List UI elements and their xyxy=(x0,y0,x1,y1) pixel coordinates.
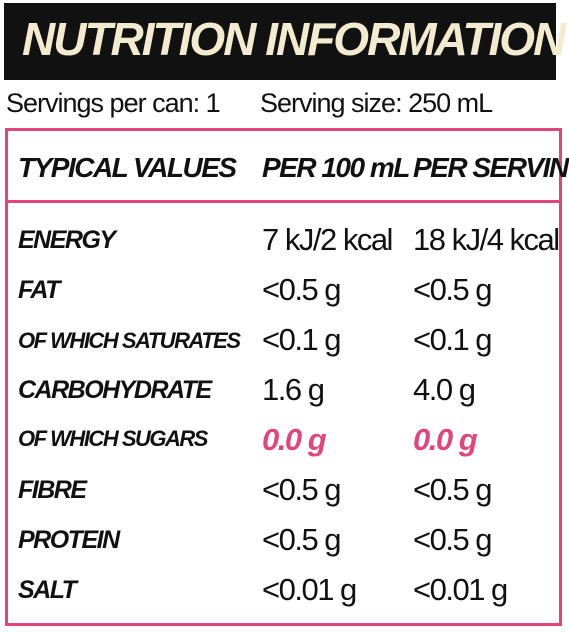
row-label: CARBOHYDRATE xyxy=(18,376,212,404)
serving-size: Serving size: 250 mL xyxy=(260,88,493,118)
row-label: ENERGY xyxy=(18,226,116,254)
nutrient-value: 0.0 g xyxy=(262,422,327,457)
nutrient-value: <0.01 g xyxy=(413,572,508,607)
table-border xyxy=(5,128,562,626)
servings-per-can: Servings per can: 1 xyxy=(6,88,221,118)
row-label: OF WHICH SUGARS xyxy=(18,426,208,451)
nutrient-value: <0.1 g xyxy=(262,322,342,357)
nutrient-value: <0.5 g xyxy=(413,472,493,507)
nutrient-value: <0.5 g xyxy=(262,272,342,307)
nutrient-value: 4.0 g xyxy=(413,372,476,407)
nutrient-value: 1.6 g xyxy=(262,372,325,407)
nutrient-value: <0.01 g xyxy=(262,572,357,607)
column-header: PER 100 mL xyxy=(262,152,410,183)
nutrient-value: <0.5 g xyxy=(413,272,493,307)
table-divider xyxy=(5,200,562,203)
row-label: PROTEIN xyxy=(18,526,120,554)
nutrient-value: 0.0 g xyxy=(413,422,478,457)
nutrient-value: <0.5 g xyxy=(262,472,342,507)
title: NUTRITION INFORMATION xyxy=(22,13,566,65)
row-label: OF WHICH SATURATES xyxy=(18,328,241,353)
row-label: FIBRE xyxy=(18,476,87,504)
nutrient-value: <0.1 g xyxy=(413,322,493,357)
nutrient-value: <0.5 g xyxy=(413,522,493,557)
nutrient-value: <0.5 g xyxy=(262,522,342,557)
row-label: SALT xyxy=(18,576,77,604)
title-bar xyxy=(4,3,556,80)
nutrient-value: 7 kJ/2 kcal xyxy=(262,222,393,257)
column-header: TYPICAL VALUES xyxy=(18,152,237,183)
nutrient-value: 18 kJ/4 kcal xyxy=(413,222,560,257)
column-header: PER SERVING xyxy=(413,152,569,183)
row-label: FAT xyxy=(18,276,60,304)
